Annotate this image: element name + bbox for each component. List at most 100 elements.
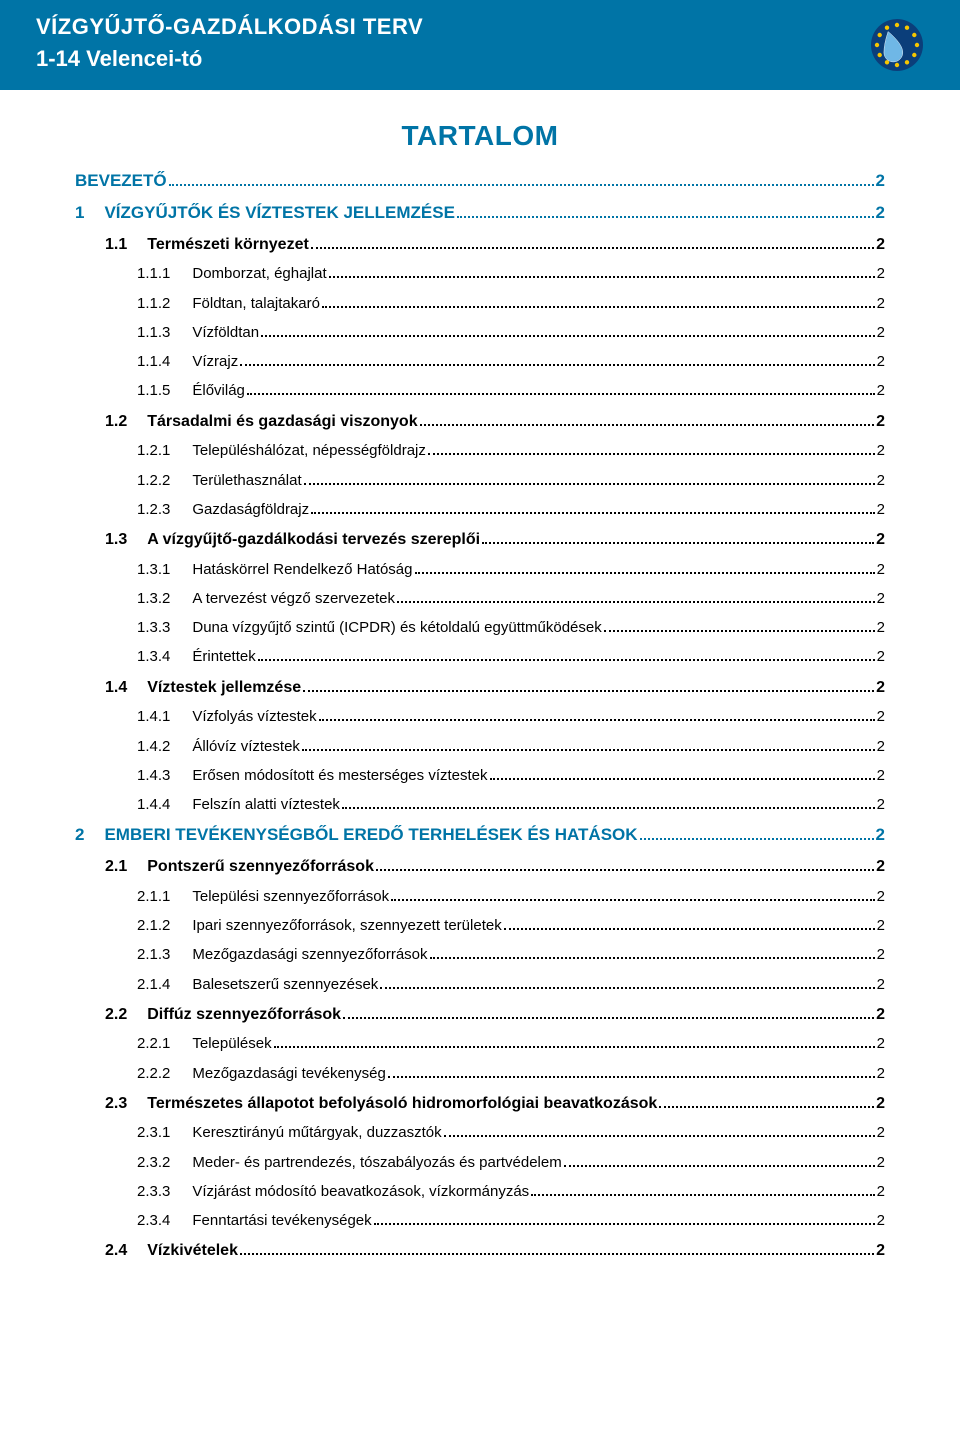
toc-entry[interactable]: 1.3.2A tervezést végző szervezetek2	[75, 589, 885, 609]
toc-entry-page: 2	[876, 856, 885, 878]
toc-entry-page: 2	[876, 202, 885, 225]
toc-entry[interactable]: 1.3.4Érintettek2	[75, 647, 885, 667]
toc-entry[interactable]: 1.1.5Élővilág2	[75, 381, 885, 401]
toc-entry-number: 1.3.2	[137, 589, 170, 609]
toc-entry-label: BEVEZETŐ	[75, 170, 167, 193]
toc-entry-page: 2	[877, 618, 885, 638]
toc-entry-label: Vízjárást módosító beavatkozások, vízkor…	[192, 1182, 529, 1202]
toc-entry-number: 2.2.2	[137, 1064, 170, 1084]
toc-entry-number: 2.3.3	[137, 1182, 170, 1202]
toc-entry-page: 2	[876, 1240, 885, 1262]
toc-entry[interactable]: 2.3.3 Vízjárást módosító beavatkozások, v…	[75, 1182, 885, 1202]
toc-leader-dots	[302, 741, 875, 751]
toc-entry-label: Felszín alatti víztestek	[192, 795, 340, 815]
toc-leader-dots	[420, 415, 875, 425]
toc-entry-label: Érintettek	[192, 647, 255, 667]
toc-entry-number: 1.1.2	[137, 294, 170, 314]
toc-entry[interactable]: 1VÍZGYŰJTŐK ÉS VÍZTESTEK JELLEMZÉSE2	[75, 202, 885, 225]
toc-entry[interactable]: 2EMBERI TEVÉKENYSÉGBŐL EREDŐ TERHELÉSEK …	[75, 824, 885, 847]
toc-entry[interactable]: 1.4.4 Felszín alatti víztestek 2	[75, 795, 885, 815]
toc-entry-page: 2	[877, 707, 885, 727]
toc-entry-page: 2	[877, 945, 885, 965]
toc-leader-dots	[247, 386, 875, 396]
toc-entry[interactable]: 1.2.3Gazdaságföldrajz2	[75, 500, 885, 520]
toc-entry-number: 2.1.1	[137, 887, 170, 907]
toc-entry-number: 1.3.1	[137, 560, 170, 580]
toc-entry-number: 2.1.4	[137, 975, 170, 995]
toc-entry[interactable]: 1.2Társadalmi és gazdasági viszonyok2	[75, 411, 885, 433]
toc-entry-label: Vízkivételek	[147, 1240, 238, 1262]
toc-leader-dots	[240, 356, 874, 366]
toc-leader-dots	[564, 1157, 875, 1167]
toc-entry-label: Természetes állapotot befolyásoló hidrom…	[147, 1093, 657, 1115]
toc-entry[interactable]: 2.3.1Keresztirányú műtárgyak, duzzasztók…	[75, 1123, 885, 1143]
toc-leader-dots	[169, 175, 874, 186]
toc-entry-page: 2	[877, 1182, 885, 1202]
toc-entry-label: Vízfolyás víztestek	[192, 707, 316, 727]
toc-entry[interactable]: 1.1.3Vízföldtan2	[75, 323, 885, 343]
toc-leader-dots	[258, 652, 875, 662]
toc-entry[interactable]: 1.4.2Állóvíz víztestek2	[75, 737, 885, 757]
toc-entry[interactable]: 2.2Diffúz szennyezőforrások2	[75, 1004, 885, 1026]
toc-entry[interactable]: 2.1.2Ipari szennyezőforrások, szennyezet…	[75, 916, 885, 936]
toc-entry[interactable]: 1.3A vízgyűjtő-gazdálkodási tervezés sze…	[75, 529, 885, 551]
toc-entry[interactable]: 1.2.1Településhálózat, népességföldrajz2	[75, 441, 885, 461]
toc-entry-page: 2	[877, 647, 885, 667]
toc-entry-number: 1.4.4	[137, 795, 170, 815]
toc-entry-page: 2	[877, 795, 885, 815]
toc-entry[interactable]: 1.1.4Vízrajz2	[75, 352, 885, 372]
toc-entry-label: Balesetszerű szennyezések	[192, 975, 378, 995]
toc-entry[interactable]: 2.1.1Települési szennyezőforrások2	[75, 887, 885, 907]
toc-entry-label: Domborzat, éghajlat	[192, 264, 326, 284]
toc-entry-page: 2	[876, 170, 885, 193]
toc-entry[interactable]: 2.1Pontszerű szennyezőforrások2	[75, 856, 885, 878]
toc-entry[interactable]: BEVEZETŐ 2	[75, 170, 885, 193]
toc-entry-page: 2	[877, 975, 885, 995]
toc-entry[interactable]: 2.1.4 Balesetszerű szennyezések 2	[75, 975, 885, 995]
document-content: TARTALOM BEVEZETŐ21VÍZGYŰJTŐK ÉS VÍZTEST…	[0, 90, 960, 1301]
toc-entry[interactable]: 2.3.4Fenntartási tevékenységek2	[75, 1211, 885, 1231]
toc-leader-dots	[430, 950, 875, 960]
toc-entry[interactable]: 1.2.2Területhasználat2	[75, 471, 885, 491]
toc-entry[interactable]: 1.3.3Duna vízgyűjtő szintű (ICPDR) és ké…	[75, 618, 885, 638]
toc-entry[interactable]: 2.2.2Mezőgazdasági tevékenység2	[75, 1064, 885, 1084]
toc-entry-page: 2	[877, 1211, 885, 1231]
toc-entry-number: 1.2.3	[137, 500, 170, 520]
toc-entry-number: 2.1.2	[137, 916, 170, 936]
toc-entry-page: 2	[877, 294, 885, 314]
toc-entry[interactable]: 1.4.1Vízfolyás víztestek2	[75, 707, 885, 727]
toc-leader-dots	[311, 238, 874, 248]
toc-leader-dots	[342, 799, 875, 809]
toc-leader-dots	[415, 564, 875, 574]
toc-entry-page: 2	[877, 500, 885, 520]
toc-entry[interactable]: 2.1.3Mezőgazdasági szennyezőforrások2	[75, 945, 885, 965]
toc-entry-number: 2.4	[105, 1240, 127, 1262]
toc-entry[interactable]: 2.4 Vízkivételek 2	[75, 1240, 885, 1262]
toc-entry[interactable]: 1.1.2 Földtan, talajtakaró 2	[75, 294, 885, 314]
toc-entry-label: Víztestek jellemzése	[147, 677, 301, 699]
toc-entry-label: Fenntartási tevékenységek	[192, 1211, 371, 1231]
toc-entry-label: Földtan, talajtakaró	[192, 294, 320, 314]
toc-entry[interactable]: 1.4.3Erősen módosított és mesterséges ví…	[75, 766, 885, 786]
toc-entry-label: VÍZGYŰJTŐK ÉS VÍZTESTEK JELLEMZÉSE	[104, 202, 454, 225]
toc-entry[interactable]: 1.1Természeti környezet2	[75, 234, 885, 256]
toc-leader-dots	[304, 475, 875, 485]
toc-leader-dots	[274, 1039, 875, 1049]
toc-entry[interactable]: 1.3.1Hatáskörrel Rendelkező Hatóság2	[75, 560, 885, 580]
toc-entry[interactable]: 1.4Víztestek jellemzése2	[75, 677, 885, 699]
toc-entry[interactable]: 1.1.1Domborzat, éghajlat2	[75, 264, 885, 284]
toc-leader-dots	[380, 979, 874, 989]
toc-entry-label: Diffúz szennyezőforrások	[147, 1004, 341, 1026]
toc-entry-label: Élővilág	[192, 381, 245, 401]
toc-entry[interactable]: 2.3Természetes állapotot befolyásoló hid…	[75, 1093, 885, 1115]
toc-entry[interactable]: 2.2.1Települések2	[75, 1034, 885, 1054]
toc-entry-number: 1.3	[105, 529, 127, 551]
toc-entry-number: 1.1	[105, 234, 127, 256]
toc-entry-number: 2.1	[105, 856, 127, 878]
toc-entry-label: Vízrajz	[192, 352, 238, 372]
toc-leader-dots	[303, 681, 874, 691]
toc-entry-page: 2	[877, 264, 885, 284]
toc-entry[interactable]: 2.3.2Meder- és partrendezés, tószabályoz…	[75, 1153, 885, 1173]
toc-leader-dots	[376, 861, 874, 871]
toc-entry-label: Hatáskörrel Rendelkező Hatóság	[192, 560, 412, 580]
